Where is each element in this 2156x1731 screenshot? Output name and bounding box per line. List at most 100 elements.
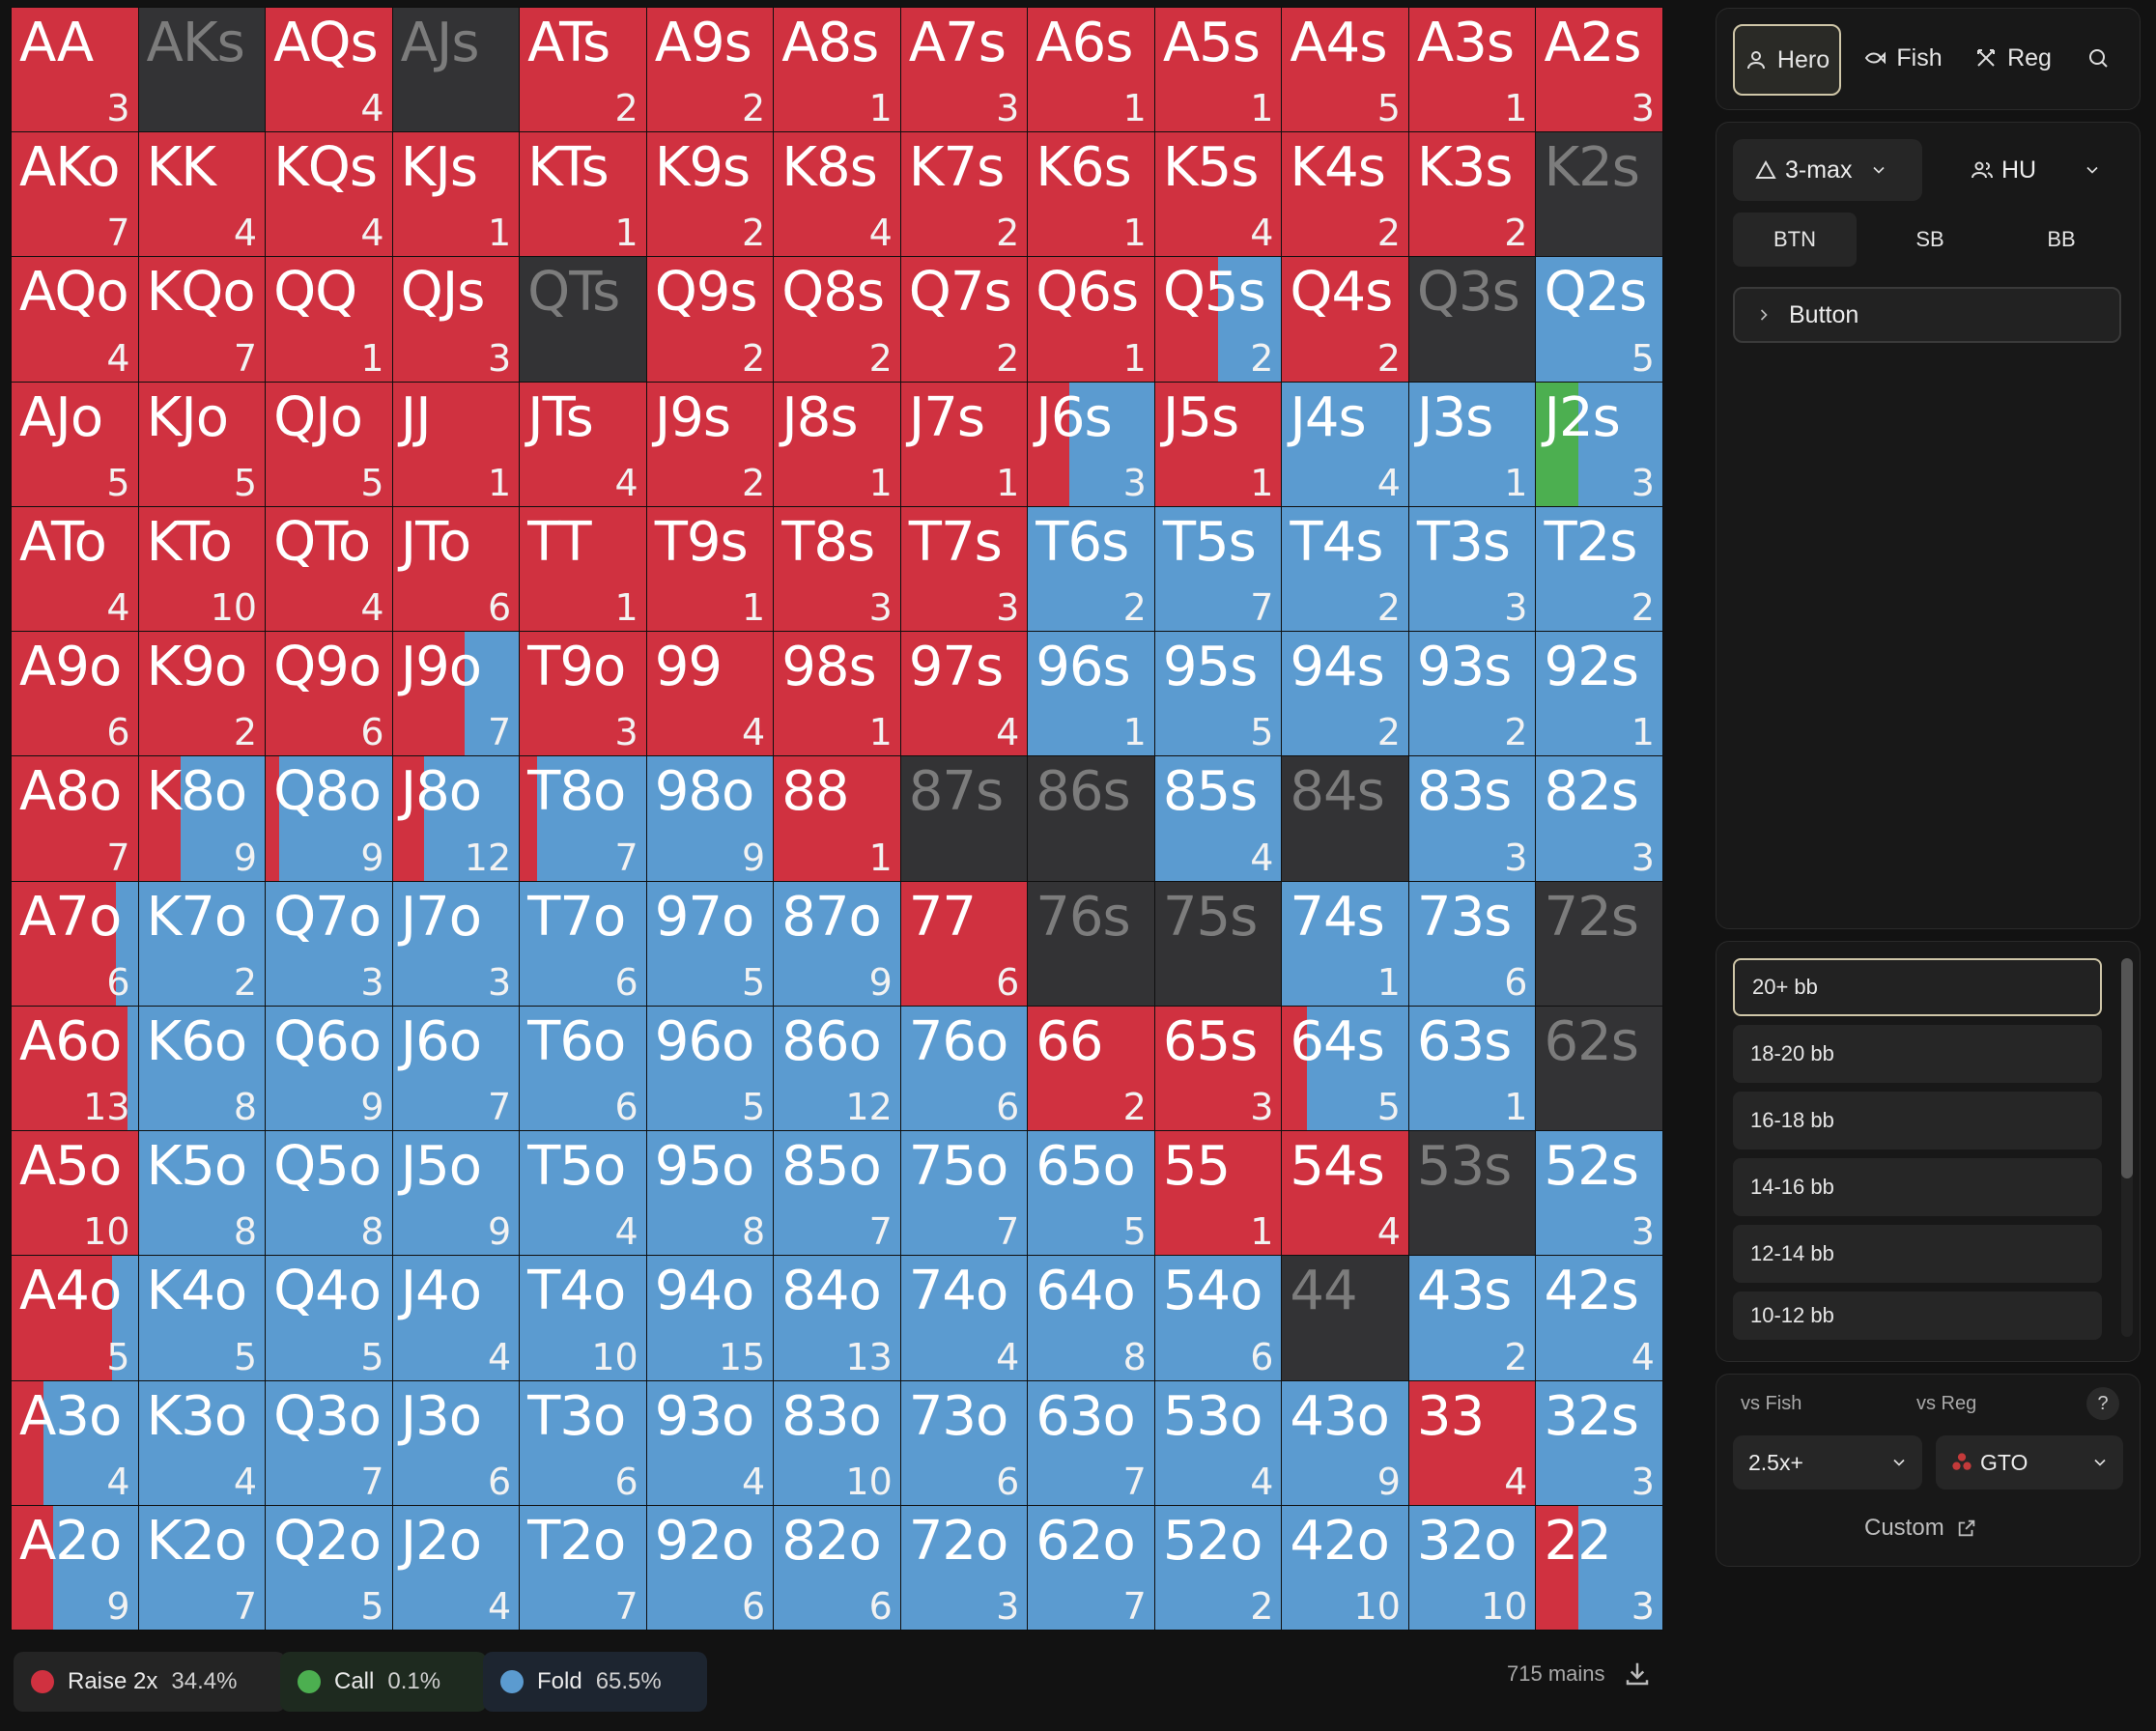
hand-cell[interactable]: K7o 2 xyxy=(137,880,267,1007)
stack-20plus[interactable]: 20+ bb xyxy=(1733,958,2102,1016)
hand-cell[interactable]: AQs 4 xyxy=(265,7,393,133)
hand-cell[interactable]: QTs xyxy=(519,256,647,383)
hand-cell[interactable]: K9o 2 xyxy=(137,631,267,757)
hand-cell[interactable]: 64o 8 xyxy=(1027,1255,1155,1381)
hand-cell[interactable]: 92o 6 xyxy=(645,1504,775,1631)
hand-cell[interactable]: A3o 4 xyxy=(11,1379,139,1506)
hand-cell[interactable]: Q7o 3 xyxy=(265,880,393,1007)
hand-cell[interactable]: K2s xyxy=(1535,131,1663,258)
hand-cell[interactable]: 43s 2 xyxy=(1407,1255,1537,1381)
hand-cell[interactable]: KTs 1 xyxy=(519,131,647,258)
hand-cell[interactable]: 42o 10 xyxy=(1281,1504,1409,1631)
hand-cell[interactable]: AKs xyxy=(137,7,267,133)
hand-cell[interactable]: 83o 10 xyxy=(773,1379,901,1506)
hand-cell[interactable]: Q9o 6 xyxy=(265,631,393,757)
hand-cell[interactable]: A3s 1 xyxy=(1407,7,1537,133)
hand-cell[interactable]: Q9s 2 xyxy=(645,256,775,383)
hand-cell[interactable]: Q3o 7 xyxy=(265,1379,393,1506)
hand-cell[interactable]: A4o 5 xyxy=(11,1255,139,1381)
hand-cell[interactable]: T3s 3 xyxy=(1407,505,1537,633)
hand-cell[interactable]: 66 2 xyxy=(1027,1005,1155,1132)
hand-cell[interactable]: 99 4 xyxy=(645,631,775,757)
hand-cell[interactable]: 96o 5 xyxy=(645,1005,775,1132)
hand-cell[interactable]: 93s 2 xyxy=(1407,631,1537,757)
hand-cell[interactable]: Q3s xyxy=(1407,256,1537,383)
hand-cell[interactable]: JJ 1 xyxy=(391,381,521,507)
hand-cell[interactable]: J3o 6 xyxy=(391,1379,521,1506)
download-icon[interactable] xyxy=(1623,1660,1652,1688)
hand-cell[interactable]: 75o 7 xyxy=(899,1130,1029,1257)
hand-cell[interactable]: Q8o 9 xyxy=(265,755,393,882)
hand-cell[interactable]: J5o 9 xyxy=(391,1130,521,1257)
custom-link[interactable]: Custom xyxy=(1864,1515,1977,1542)
hand-cell[interactable]: KJo 5 xyxy=(137,381,267,507)
hand-cell[interactable]: J8s 1 xyxy=(773,381,901,507)
hand-cell[interactable]: 75s xyxy=(1153,880,1283,1007)
hand-cell[interactable]: 54o 6 xyxy=(1153,1255,1283,1381)
hand-cell[interactable]: T5o 4 xyxy=(519,1130,647,1257)
hand-cell[interactable]: 94s 2 xyxy=(1281,631,1409,757)
hand-cell[interactable]: 82o 6 xyxy=(773,1504,901,1631)
hand-cell[interactable]: J4o 4 xyxy=(391,1255,521,1381)
hand-cell[interactable]: 86o 12 xyxy=(773,1005,901,1132)
hand-cell[interactable]: 52s 3 xyxy=(1535,1130,1663,1257)
hand-cell[interactable]: 72s xyxy=(1535,880,1663,1007)
stack-14-16[interactable]: 14-16 bb xyxy=(1733,1158,2102,1216)
hand-cell[interactable]: 84s xyxy=(1281,755,1409,882)
hand-cell[interactable]: JTo 6 xyxy=(391,505,521,633)
tab-reg[interactable]: Reg xyxy=(1969,24,2057,92)
hand-cell[interactable]: 63o 7 xyxy=(1027,1379,1155,1506)
hand-cell[interactable]: 64s 5 xyxy=(1281,1005,1409,1132)
hand-cell[interactable]: KK 4 xyxy=(137,131,267,258)
hand-cell[interactable]: K2o 7 xyxy=(137,1504,267,1631)
hand-cell[interactable]: T8o 7 xyxy=(519,755,647,882)
hand-cell[interactable]: K6o 8 xyxy=(137,1005,267,1132)
hand-cell[interactable]: QQ 1 xyxy=(265,256,393,383)
position-sb[interactable]: SB xyxy=(1915,227,1944,251)
hand-cell[interactable]: JTs 4 xyxy=(519,381,647,507)
hand-cell[interactable]: A8s 1 xyxy=(773,7,901,133)
hand-cell[interactable]: 55 1 xyxy=(1153,1130,1283,1257)
hand-cell[interactable]: J9o 7 xyxy=(391,631,521,757)
hand-cell[interactable]: T7s 3 xyxy=(899,505,1029,633)
hand-cell[interactable]: Q2o 5 xyxy=(265,1504,393,1631)
hand-cell[interactable]: Q4o 5 xyxy=(265,1255,393,1381)
tab-hero[interactable]: Hero xyxy=(1733,24,1841,96)
hand-cell[interactable]: T6s 2 xyxy=(1027,505,1155,633)
hand-cell[interactable]: T2o 7 xyxy=(519,1504,647,1631)
hand-cell[interactable]: K8s 4 xyxy=(773,131,901,258)
hand-cell[interactable]: K4o 5 xyxy=(137,1255,267,1381)
position-btn[interactable]: BTN xyxy=(1733,213,1857,267)
hand-cell[interactable]: Q7s 2 xyxy=(899,256,1029,383)
stack-16-18[interactable]: 16-18 bb xyxy=(1733,1092,2102,1149)
hand-cell[interactable]: J7o 3 xyxy=(391,880,521,1007)
hand-cell[interactable]: 83s 3 xyxy=(1407,755,1537,882)
hand-cell[interactable]: J2s 3 xyxy=(1535,381,1663,507)
hand-cell[interactable]: 65s 3 xyxy=(1153,1005,1283,1132)
hand-cell[interactable]: J5s 1 xyxy=(1153,381,1283,507)
hand-cell[interactable]: J2o 4 xyxy=(391,1504,521,1631)
hand-cell[interactable]: J6o 7 xyxy=(391,1005,521,1132)
hand-cell[interactable]: K3o 4 xyxy=(137,1379,267,1506)
hand-cell[interactable]: J3s 1 xyxy=(1407,381,1537,507)
hand-cell[interactable]: KQo 7 xyxy=(137,256,267,383)
hand-cell[interactable]: Q6o 9 xyxy=(265,1005,393,1132)
hand-cell[interactable]: 85s 4 xyxy=(1153,755,1283,882)
hand-cell[interactable]: K4s 2 xyxy=(1281,131,1409,258)
search-button[interactable] xyxy=(2077,24,2119,92)
hand-cell[interactable]: TT 1 xyxy=(519,505,647,633)
hand-cell[interactable]: 76o 6 xyxy=(899,1005,1029,1132)
hand-cell[interactable]: QTo 4 xyxy=(265,505,393,633)
stack-scrollbar[interactable] xyxy=(2121,958,2133,1337)
hand-cell[interactable]: A6s 1 xyxy=(1027,7,1155,133)
hand-cell[interactable]: T7o 6 xyxy=(519,880,647,1007)
hand-cell[interactable]: ATs 2 xyxy=(519,7,647,133)
hand-cell[interactable]: 62s xyxy=(1535,1005,1663,1132)
hand-cell[interactable]: 32s 3 xyxy=(1535,1379,1663,1506)
hand-cell[interactable]: A2o 9 xyxy=(11,1504,139,1631)
hand-cell[interactable]: A2s 3 xyxy=(1535,7,1663,133)
hand-cell[interactable]: 54s 4 xyxy=(1281,1130,1409,1257)
hand-cell[interactable]: Q5s 2 xyxy=(1153,256,1283,383)
hand-cell[interactable]: 44 xyxy=(1281,1255,1409,1381)
hand-cell[interactable]: 92s 1 xyxy=(1535,631,1663,757)
